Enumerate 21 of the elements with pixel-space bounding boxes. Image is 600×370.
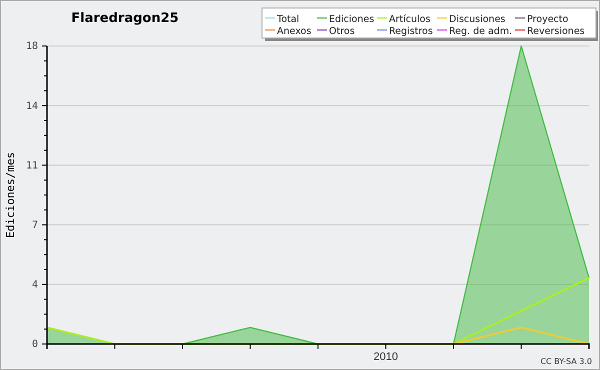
legend-label: Artículos xyxy=(389,14,430,25)
legend-label: Registros xyxy=(389,26,433,37)
legend-label: Ediciones xyxy=(329,14,374,25)
legend-label: Otros xyxy=(329,26,355,37)
y-tick-label: 4 xyxy=(32,280,38,291)
y-tick-label: 11 xyxy=(26,160,38,172)
line-series xyxy=(46,276,590,345)
y-tick-label: 14 xyxy=(26,100,38,112)
chart-title: Flaredragon25 xyxy=(71,11,179,26)
legend-label: Total xyxy=(276,14,300,25)
legend-label: Anexos xyxy=(277,26,312,37)
y-tick-label: 7 xyxy=(32,220,38,231)
text: CC BY-SA 3.0 xyxy=(540,357,592,366)
legend-label: Discusiones xyxy=(449,14,506,25)
x-tick-label: 2010 xyxy=(374,350,398,363)
y-tick-label: 0 xyxy=(32,339,38,350)
y-axis-title: Ediciones/mes xyxy=(4,152,17,238)
y-tick-label: 18 xyxy=(26,41,38,52)
legend-label: Reversiones xyxy=(527,26,585,37)
legend-label: Reg. de adm. xyxy=(449,26,512,37)
legend-label: Proyecto xyxy=(527,14,568,25)
